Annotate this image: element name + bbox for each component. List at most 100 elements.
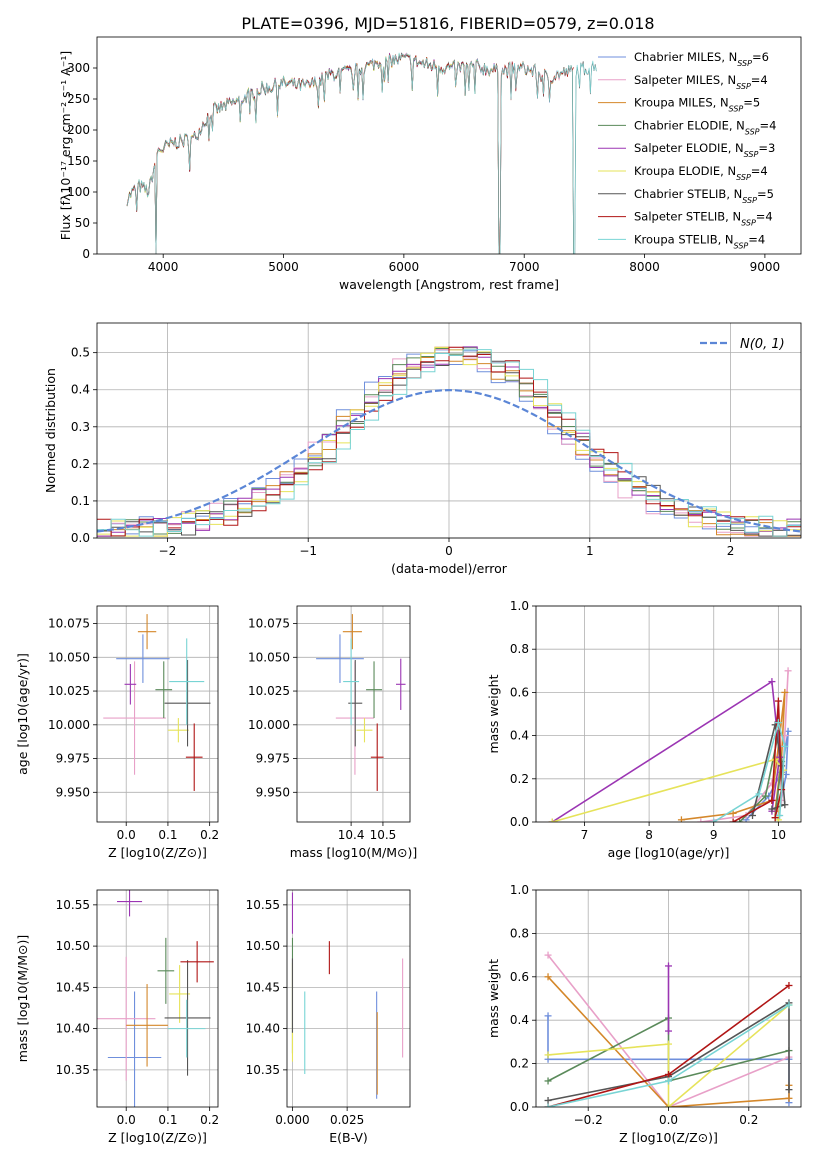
weight-marker bbox=[548, 818, 556, 822]
legend-entry: Kroupa MILES, NSSP=5 bbox=[634, 96, 760, 114]
legend-entry: N(0, 1) bbox=[740, 337, 785, 352]
y-tick-label: 0.0 bbox=[510, 1100, 529, 1114]
weight-marker bbox=[771, 814, 779, 822]
y-tick-label: 1.0 bbox=[510, 599, 529, 613]
weight-marker bbox=[729, 809, 737, 817]
weight-marker bbox=[665, 962, 672, 970]
weight-marker bbox=[755, 790, 763, 798]
legend-entry: Chabrier ELODIE, NSSP=4 bbox=[634, 118, 776, 136]
y-tick-label: 10.050 bbox=[248, 650, 290, 664]
y-tick-label: 100 bbox=[67, 185, 90, 199]
errorbar-point bbox=[395, 658, 406, 710]
x-tick-label: 0.1 bbox=[158, 1113, 177, 1127]
y-tick-label: 0.2 bbox=[71, 457, 90, 471]
x-tick-label: 9 bbox=[710, 828, 718, 842]
axes-weight-vs-Z: −0.2 0.0 0.2 0.0 0.2 0.4 0.6 0.8 1.0 Z [log10(Z/Z… bbox=[486, 883, 802, 1145]
x-tick-label: 0.0 bbox=[117, 1113, 136, 1127]
errorbar-point bbox=[180, 941, 214, 983]
legend-entry: Salpeter STELIB, NSSP=4 bbox=[634, 210, 773, 228]
y-axis-label: age [log10(age/yr)] bbox=[15, 653, 30, 775]
legend-entry: Chabrier STELIB, NSSP=5 bbox=[634, 187, 774, 205]
weight-marker bbox=[544, 1096, 552, 1104]
y-tick-label: 10.50 bbox=[56, 939, 90, 953]
legend-entry: Chabrier MILES, NSSP=6 bbox=[634, 50, 769, 68]
weight-line bbox=[547, 954, 790, 1107]
legend: Chabrier MILES, NSSP=6 Salpeter MILES, NS… bbox=[598, 50, 776, 250]
y-tick-label: 10.50 bbox=[246, 939, 280, 953]
x-tick-label: −0.2 bbox=[574, 1113, 603, 1127]
data-layer bbox=[544, 951, 793, 1107]
axes-spectrum: 4000 5000 6000 7000 8000 9000 0 50 100 150 200 250 3… bbox=[58, 36, 802, 292]
x-tick-label: 10.5 bbox=[370, 828, 397, 842]
errorbar-point bbox=[124, 664, 137, 705]
y-axis-label: mass weight bbox=[486, 959, 501, 1038]
y-tick-label: 10.40 bbox=[56, 1022, 90, 1036]
y-tick-label: 0.4 bbox=[71, 383, 90, 397]
grid-lines bbox=[297, 606, 410, 822]
y-tick-label: 0.6 bbox=[510, 685, 529, 699]
weight-marker bbox=[736, 818, 744, 822]
weight-marker bbox=[544, 1103, 552, 1107]
x-tick-label: 0.0 bbox=[659, 1113, 678, 1127]
y-axis-label: mass weight bbox=[486, 674, 501, 753]
x-tick-label: 0.2 bbox=[739, 1113, 758, 1127]
x-tick-label: −2 bbox=[159, 544, 177, 558]
weight-marker bbox=[677, 816, 685, 822]
errorbar-point bbox=[164, 660, 211, 747]
x-axis-label: wavelength [Angstrom, rest frame] bbox=[339, 277, 559, 292]
x-tick-label: 0.025 bbox=[330, 1113, 364, 1127]
errorbar-point bbox=[97, 956, 156, 1081]
x-tick-label: 0 bbox=[445, 544, 453, 558]
spectrum-line bbox=[126, 53, 575, 254]
weight-marker bbox=[665, 1077, 672, 1085]
x-tick-label: 5000 bbox=[268, 260, 299, 274]
y-tick-label: 10.000 bbox=[248, 718, 290, 732]
axes-frame bbox=[96, 889, 219, 1108]
axes-frame bbox=[96, 322, 802, 539]
y-tick-label: 10.025 bbox=[48, 684, 90, 698]
grid-lines bbox=[287, 890, 410, 1107]
y-tick-label: 10.40 bbox=[246, 1022, 280, 1036]
y-axis-label: Normed distribution bbox=[43, 368, 58, 493]
weight-marker bbox=[710, 818, 718, 822]
y-tick-label: 10.35 bbox=[246, 1063, 280, 1077]
y-tick-label: 0.3 bbox=[71, 420, 90, 434]
errorbar-point bbox=[169, 965, 191, 1023]
x-axis-label: mass [log10(M/M⊙)] bbox=[290, 845, 418, 860]
errorbar-point bbox=[366, 661, 382, 719]
weight-marker bbox=[774, 697, 782, 705]
legend-entry: Salpeter ELODIE, NSSP=3 bbox=[634, 141, 775, 159]
x-tick-label: 8 bbox=[645, 828, 653, 842]
errorbar-point bbox=[167, 999, 206, 1058]
y-tick-label: 250 bbox=[67, 92, 90, 106]
data-layer bbox=[316, 614, 406, 791]
y-axis-label: Flux [fλ10⁻¹⁷ erg cm⁻² s⁻¹ A⁻¹] bbox=[58, 51, 73, 240]
y-tick-label: 10.075 bbox=[48, 617, 90, 631]
normal-curve bbox=[97, 388, 801, 533]
weight-marker bbox=[749, 812, 757, 820]
y-tick-label: 9.950 bbox=[56, 785, 90, 799]
data-layer bbox=[291, 892, 404, 1099]
y-tick-label: 10.000 bbox=[48, 718, 90, 732]
weight-marker bbox=[544, 1051, 552, 1059]
weight-marker bbox=[665, 1070, 672, 1078]
grid-lines bbox=[97, 606, 218, 822]
x-tick-label: 4000 bbox=[148, 260, 179, 274]
y-tick-label: 0.6 bbox=[510, 970, 529, 984]
x-tick-label: 0.0 bbox=[117, 828, 136, 842]
legend-entry: Kroupa ELODIE, NSSP=4 bbox=[634, 164, 768, 182]
weight-marker bbox=[785, 1001, 793, 1009]
x-tick-label: 10 bbox=[771, 828, 786, 842]
data-layer bbox=[97, 346, 801, 537]
axes-frame bbox=[286, 889, 411, 1108]
axes-frame bbox=[535, 605, 802, 823]
y-tick-label: 0.0 bbox=[510, 815, 529, 829]
data-layer bbox=[126, 52, 597, 254]
x-tick-label: 0.2 bbox=[200, 828, 219, 842]
weight-marker bbox=[776, 812, 784, 820]
spectrum-line bbox=[126, 52, 575, 254]
weight-marker bbox=[781, 801, 789, 809]
y-tick-label: 10.050 bbox=[48, 650, 90, 664]
x-axis-label: E(B-V) bbox=[329, 1130, 368, 1145]
y-tick-label: 0.0 bbox=[71, 531, 90, 545]
